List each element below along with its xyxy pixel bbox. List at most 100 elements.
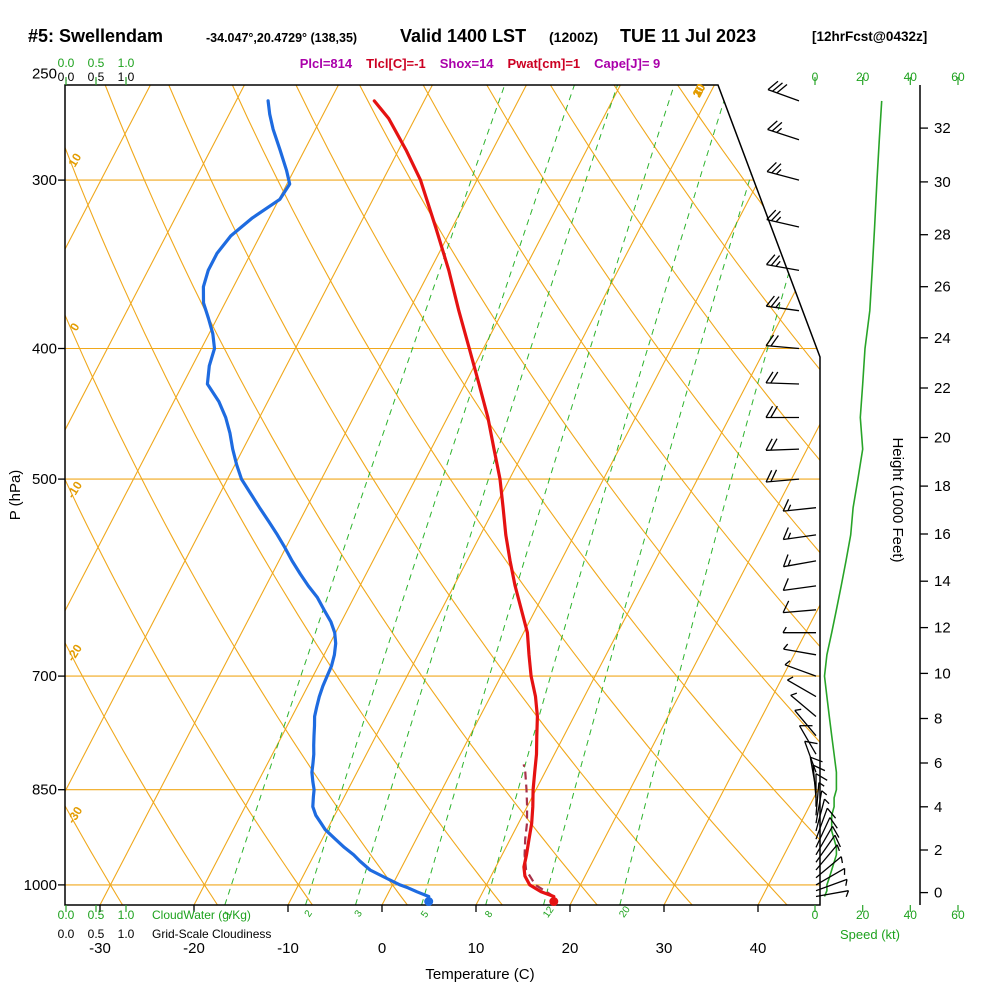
svg-text:0: 0: [812, 908, 819, 922]
svg-text:30: 30: [656, 940, 673, 957]
isotherm-line: [65, 85, 433, 905]
dry-adiabat-line: [422, 85, 820, 905]
svg-text:1: 1: [222, 909, 234, 920]
param-token: Pwat[cm]=1: [507, 56, 581, 71]
svg-text:18: 18: [934, 478, 951, 495]
valid-z-time: (1200Z): [549, 29, 599, 45]
temperature-axis: -30 -20 -10 0 10 20 30 40 Temperature (C): [89, 905, 766, 983]
svg-text:0: 0: [378, 940, 386, 957]
isotherm-line: [663, 85, 820, 905]
plot-frame: [64, 84, 821, 906]
svg-text:Grid-Scale Cloudiness: Grid-Scale Cloudiness: [152, 927, 271, 941]
dry-adiabat-line: [231, 85, 788, 905]
dry-adiabat-line: [65, 85, 218, 905]
svg-text:20: 20: [856, 908, 870, 922]
svg-text:8: 8: [483, 909, 495, 920]
svg-text:400: 400: [32, 341, 57, 358]
isotherm-line: [381, 85, 809, 905]
svg-text:10: 10: [690, 81, 709, 100]
svg-text:40: 40: [750, 940, 767, 957]
surface-dewpoint-dot: [424, 897, 434, 906]
svg-text:22: 22: [934, 380, 951, 397]
dry-adiabat-line: [168, 85, 693, 905]
svg-text:20: 20: [562, 940, 579, 957]
svg-text:16: 16: [934, 526, 951, 543]
svg-text:28: 28: [934, 227, 951, 244]
wind-barbs: [765, 80, 850, 898]
svg-text:32: 32: [934, 120, 951, 137]
svg-text:P (hPa): P (hPa): [7, 470, 24, 521]
svg-text:0: 0: [934, 885, 942, 902]
temperature-curve: [372, 99, 556, 899]
svg-text:20: 20: [690, 81, 709, 100]
svg-text:-30: -30: [89, 940, 111, 957]
surface-temperature-dot: [549, 897, 559, 906]
svg-text:1000: 1000: [24, 877, 57, 894]
svg-text:300: 300: [32, 172, 57, 189]
svg-text:3: 3: [353, 908, 365, 919]
isotherm-line: [193, 85, 621, 905]
svg-text:Temperature (C): Temperature (C): [425, 966, 534, 983]
svg-text:Height (1000 Feet): Height (1000 Feet): [889, 437, 906, 562]
dry-adiabat-line: [549, 85, 820, 905]
isotherm-line: [65, 85, 339, 905]
svg-text:10: 10: [65, 150, 84, 169]
svg-text:2: 2: [934, 842, 942, 859]
svg-text:-10: -10: [277, 940, 299, 957]
mixing-ratio-line: [619, 85, 820, 905]
dewpoint-curve: [201, 99, 431, 899]
dry-adiabat-line: [613, 85, 820, 905]
valid-time: Valid 1400 LST: [400, 26, 527, 46]
svg-text:10: 10: [468, 940, 485, 957]
svg-text:4: 4: [934, 799, 942, 816]
svg-text:30: 30: [690, 81, 709, 100]
dry-adiabat-line: [65, 85, 313, 905]
wind-speed-profile: [823, 100, 883, 897]
param-token: Shox=14: [439, 56, 494, 71]
dry-adiabat-line: [486, 85, 820, 905]
svg-text:24: 24: [934, 330, 951, 347]
speed-axis: 00202040406060Speed (kt): [812, 70, 965, 942]
svg-text:500: 500: [32, 471, 57, 488]
svg-text:20: 20: [934, 429, 951, 446]
dry-adiabat-line: [359, 85, 820, 905]
mixing-ratio-line: [355, 85, 618, 905]
svg-text:1.0: 1.0: [118, 908, 135, 922]
svg-text:40: 40: [904, 908, 918, 922]
svg-text:CloudWater (g/Kg): CloudWater (g/Kg): [152, 908, 251, 922]
dry-adiabat-line: [104, 85, 598, 905]
svg-text:250: 250: [32, 65, 57, 82]
svg-text:60: 60: [951, 908, 965, 922]
svg-text:0.5: 0.5: [88, 927, 105, 941]
svg-text:0.0: 0.0: [58, 56, 75, 70]
svg-text:14: 14: [934, 573, 951, 590]
forecast-tag: [12hrFcst@0432z]: [812, 29, 928, 44]
isotherm-line: [475, 85, 820, 905]
isotherm-line: [65, 85, 245, 905]
svg-text:8: 8: [934, 711, 942, 728]
mixing-ratio-labels: 1 2 3 5 8 12 20: [222, 904, 633, 920]
mixing-ratio-line: [543, 85, 779, 905]
svg-text:850: 850: [32, 782, 57, 799]
isotherm-line: [757, 85, 820, 905]
svg-text:12: 12: [934, 620, 951, 637]
svg-text:700: 700: [32, 668, 57, 685]
dry-adiabat-line: [677, 85, 820, 905]
param-token: Cape[J]= 9: [594, 56, 661, 71]
pressure-axis: 250 300 400 500 700 850 1000 P (hPa): [7, 65, 65, 894]
isotherm-line: [569, 85, 820, 905]
param-token: Plcl=814: [299, 56, 353, 71]
svg-text:5: 5: [419, 909, 431, 920]
sounding-curves: [201, 99, 556, 899]
dry-adiabat-line: [65, 85, 503, 905]
svg-text:-20: -20: [183, 940, 205, 957]
station-title: #5: Swellendam: [28, 26, 164, 46]
svg-text:Speed (kt): Speed (kt): [840, 927, 900, 942]
mixing-ratio-line: [224, 85, 506, 905]
svg-text:0.0: 0.0: [58, 908, 75, 922]
svg-text:1.0: 1.0: [118, 927, 135, 941]
skewt-grid: [65, 85, 820, 905]
